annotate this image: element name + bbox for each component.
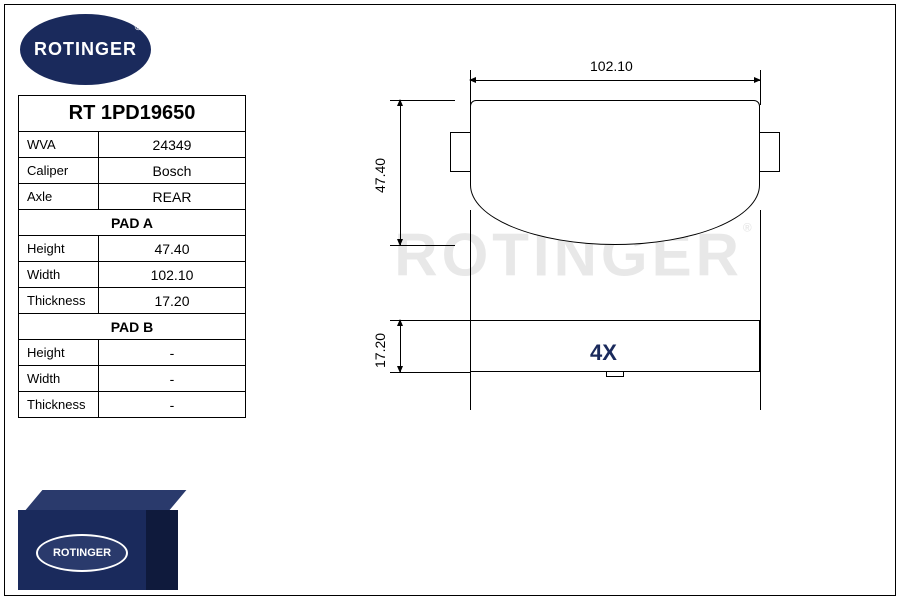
pad-a-thickness-value: 17.20	[99, 288, 246, 314]
box-logo: ROTINGER	[36, 534, 128, 572]
dim-height-ext-t	[390, 100, 455, 101]
pad-front-view	[450, 100, 780, 250]
pad-a-width-label: Width	[19, 262, 99, 288]
caliper-value: Bosch	[99, 158, 246, 184]
proj-line-r	[760, 210, 761, 410]
dim-thickness-line	[400, 320, 401, 372]
pad-b-width-label: Width	[19, 366, 99, 392]
proj-line-l	[470, 210, 471, 410]
dim-thickness-label: 17.20	[372, 333, 388, 368]
technical-drawing: ROTINGER® 102.10 47.40 17.20 4X	[290, 40, 860, 470]
dim-thickness-ext-t	[390, 320, 470, 321]
dim-width-line	[470, 80, 760, 81]
axle-value: REAR	[99, 184, 246, 210]
pad-b-height-value: -	[99, 340, 246, 366]
quantity-label: 4X	[590, 340, 617, 366]
pad-ear-left	[450, 132, 472, 172]
pad-b-header: PAD B	[19, 314, 246, 340]
pad-a-header: PAD A	[19, 210, 246, 236]
pad-b-thickness-value: -	[99, 392, 246, 418]
registered-mark: ®	[135, 22, 143, 33]
product-box: ROTINGER	[18, 490, 178, 590]
pad-ear-right	[758, 132, 780, 172]
dim-height-ext-b	[390, 245, 455, 246]
pad-a-height-label: Height	[19, 236, 99, 262]
dim-height-label: 47.40	[372, 158, 388, 193]
wva-label: WVA	[19, 132, 99, 158]
pad-b-thickness-label: Thickness	[19, 392, 99, 418]
pad-b-height-label: Height	[19, 340, 99, 366]
caliper-label: Caliper	[19, 158, 99, 184]
brand-text: ROTINGER	[34, 39, 137, 60]
axle-label: Axle	[19, 184, 99, 210]
dim-height-line	[400, 100, 401, 245]
pad-b-width-value: -	[99, 366, 246, 392]
pad-a-height-value: 47.40	[99, 236, 246, 262]
dim-thickness-ext-b	[390, 372, 470, 373]
pad-a-thickness-label: Thickness	[19, 288, 99, 314]
wva-value: 24349	[99, 132, 246, 158]
dim-width-label: 102.10	[590, 58, 633, 74]
part-number: RT 1PD19650	[19, 96, 246, 132]
pad-a-width-value: 102.10	[99, 262, 246, 288]
pad-side-nub	[606, 371, 624, 377]
pad-front-outline	[470, 100, 760, 245]
box-top-face	[26, 490, 187, 510]
box-side-face	[146, 510, 178, 590]
spec-table: RT 1PD19650 WVA 24349 Caliper Bosch Axle…	[18, 95, 246, 418]
brand-logo: ROTINGER ®	[18, 12, 153, 87]
